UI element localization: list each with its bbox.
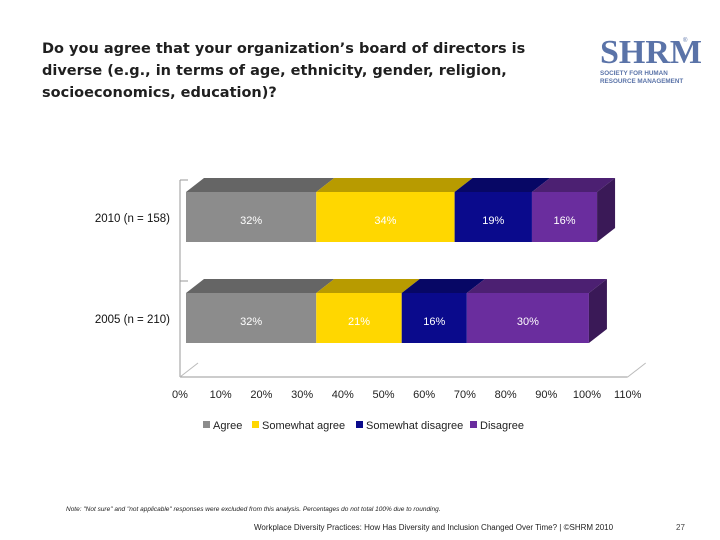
bar-top-face	[316, 178, 473, 192]
x-tick-label: 110%	[614, 389, 642, 401]
bar-top-face	[454, 178, 550, 192]
category-label: 2005 (n = 210)	[95, 314, 170, 326]
legend-label: Somewhat agree	[262, 420, 345, 432]
data-label: 16%	[553, 215, 575, 227]
x-tick-label: 100%	[573, 389, 601, 401]
legend-swatch	[470, 421, 477, 428]
footer-text: Workplace Diversity Practices: How Has D…	[254, 523, 614, 532]
bar-top-face	[186, 178, 335, 192]
bar-top-face	[466, 279, 607, 293]
legend-swatch	[203, 421, 210, 428]
data-label: 16%	[423, 316, 445, 328]
bar-segment	[316, 293, 402, 343]
bar-segment	[531, 192, 598, 242]
bar-top-face	[401, 279, 485, 293]
legend-swatch	[356, 421, 363, 428]
page-number: 27	[676, 523, 685, 532]
data-label: 32%	[240, 215, 262, 227]
category-label: 2010 (n = 158)	[95, 213, 170, 225]
legend-label: Disagree	[480, 420, 524, 432]
logo-text: SOCIETY FOR HUMAN RESOURCE MANAGEMENT	[600, 70, 694, 85]
registered-icon: ®	[683, 38, 688, 44]
bar-segment	[466, 293, 589, 343]
data-label: 34%	[374, 215, 396, 227]
bar-top-face	[316, 279, 420, 293]
logo-mark: SHRM	[600, 34, 702, 71]
bar-segment	[454, 192, 532, 242]
bar-top-face	[531, 178, 616, 192]
data-label: 21%	[348, 316, 370, 328]
legend-label: Agree	[213, 420, 242, 432]
bar-segment	[316, 192, 455, 242]
logo-line-1: SOCIETY FOR HUMAN	[600, 70, 668, 77]
logo-line-2: RESOURCE MANAGEMENT	[600, 77, 684, 85]
data-label: 30%	[517, 316, 539, 328]
legend-swatch	[252, 421, 259, 428]
x-tick-label: 70%	[454, 389, 476, 401]
bar-side-face	[597, 178, 616, 242]
axis-depth-line-right	[627, 362, 647, 378]
x-tick-label: 40%	[332, 389, 354, 401]
footnote: Note: "Not sure" and "not applicable" re…	[66, 506, 441, 513]
chart-title: Do you agree that your organization’s bo…	[42, 41, 526, 101]
x-tick-label: 10%	[210, 389, 232, 401]
shrm-logo: SHRM ® SOCIETY FOR HUMAN RESOURCE MANAGE…	[594, 34, 702, 98]
x-tick-label: 60%	[413, 389, 435, 401]
bar-segment	[401, 293, 467, 343]
legend-label: Somewhat disagree	[366, 420, 463, 432]
x-tick-label: 30%	[291, 389, 313, 401]
axis-depth-line	[179, 362, 199, 378]
x-tick-label: 90%	[535, 389, 557, 401]
bar-segment	[186, 192, 317, 242]
data-label: 19%	[482, 215, 504, 227]
bar-side-face	[588, 279, 607, 343]
x-tick-label: 50%	[372, 389, 394, 401]
bar-top-face	[186, 279, 335, 293]
x-tick-label: 20%	[250, 389, 272, 401]
bar-segment	[186, 293, 317, 343]
data-label: 32%	[240, 316, 262, 328]
x-tick-label: 80%	[495, 389, 517, 401]
x-tick-label: 0%	[172, 389, 188, 401]
